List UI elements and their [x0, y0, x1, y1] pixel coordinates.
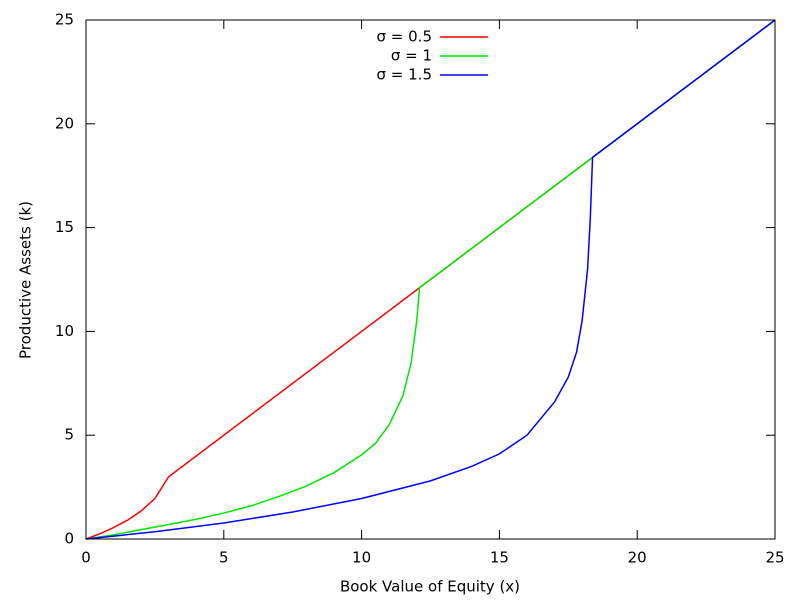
- legend-label: σ = 0.5: [377, 28, 432, 46]
- y-tick-label: 5: [64, 426, 74, 444]
- series-line: [85, 19, 776, 540]
- x-tick-label: 0: [81, 549, 91, 567]
- x-tick-label: 5: [219, 549, 229, 567]
- y-tick-label: 25: [55, 11, 74, 29]
- y-tick-label: 10: [55, 322, 74, 340]
- x-tick-label: 10: [352, 549, 371, 567]
- x-tick-label: 25: [765, 549, 784, 567]
- y-tick-label: 15: [55, 218, 74, 236]
- y-tick-label: 20: [55, 114, 74, 132]
- legend-label: σ = 1: [391, 47, 432, 65]
- series-line: [85, 19, 776, 540]
- y-tick-label: 0: [64, 530, 74, 548]
- plot-border: [85, 19, 776, 540]
- series-line: [85, 19, 776, 540]
- x-tick-label: 15: [490, 549, 509, 567]
- y-axis-label: Productive Assets (k): [17, 201, 35, 359]
- x-tick-label: 20: [628, 549, 647, 567]
- x-axis-label: Book Value of Equity (x): [340, 578, 520, 596]
- legend-label: σ = 1.5: [377, 66, 432, 84]
